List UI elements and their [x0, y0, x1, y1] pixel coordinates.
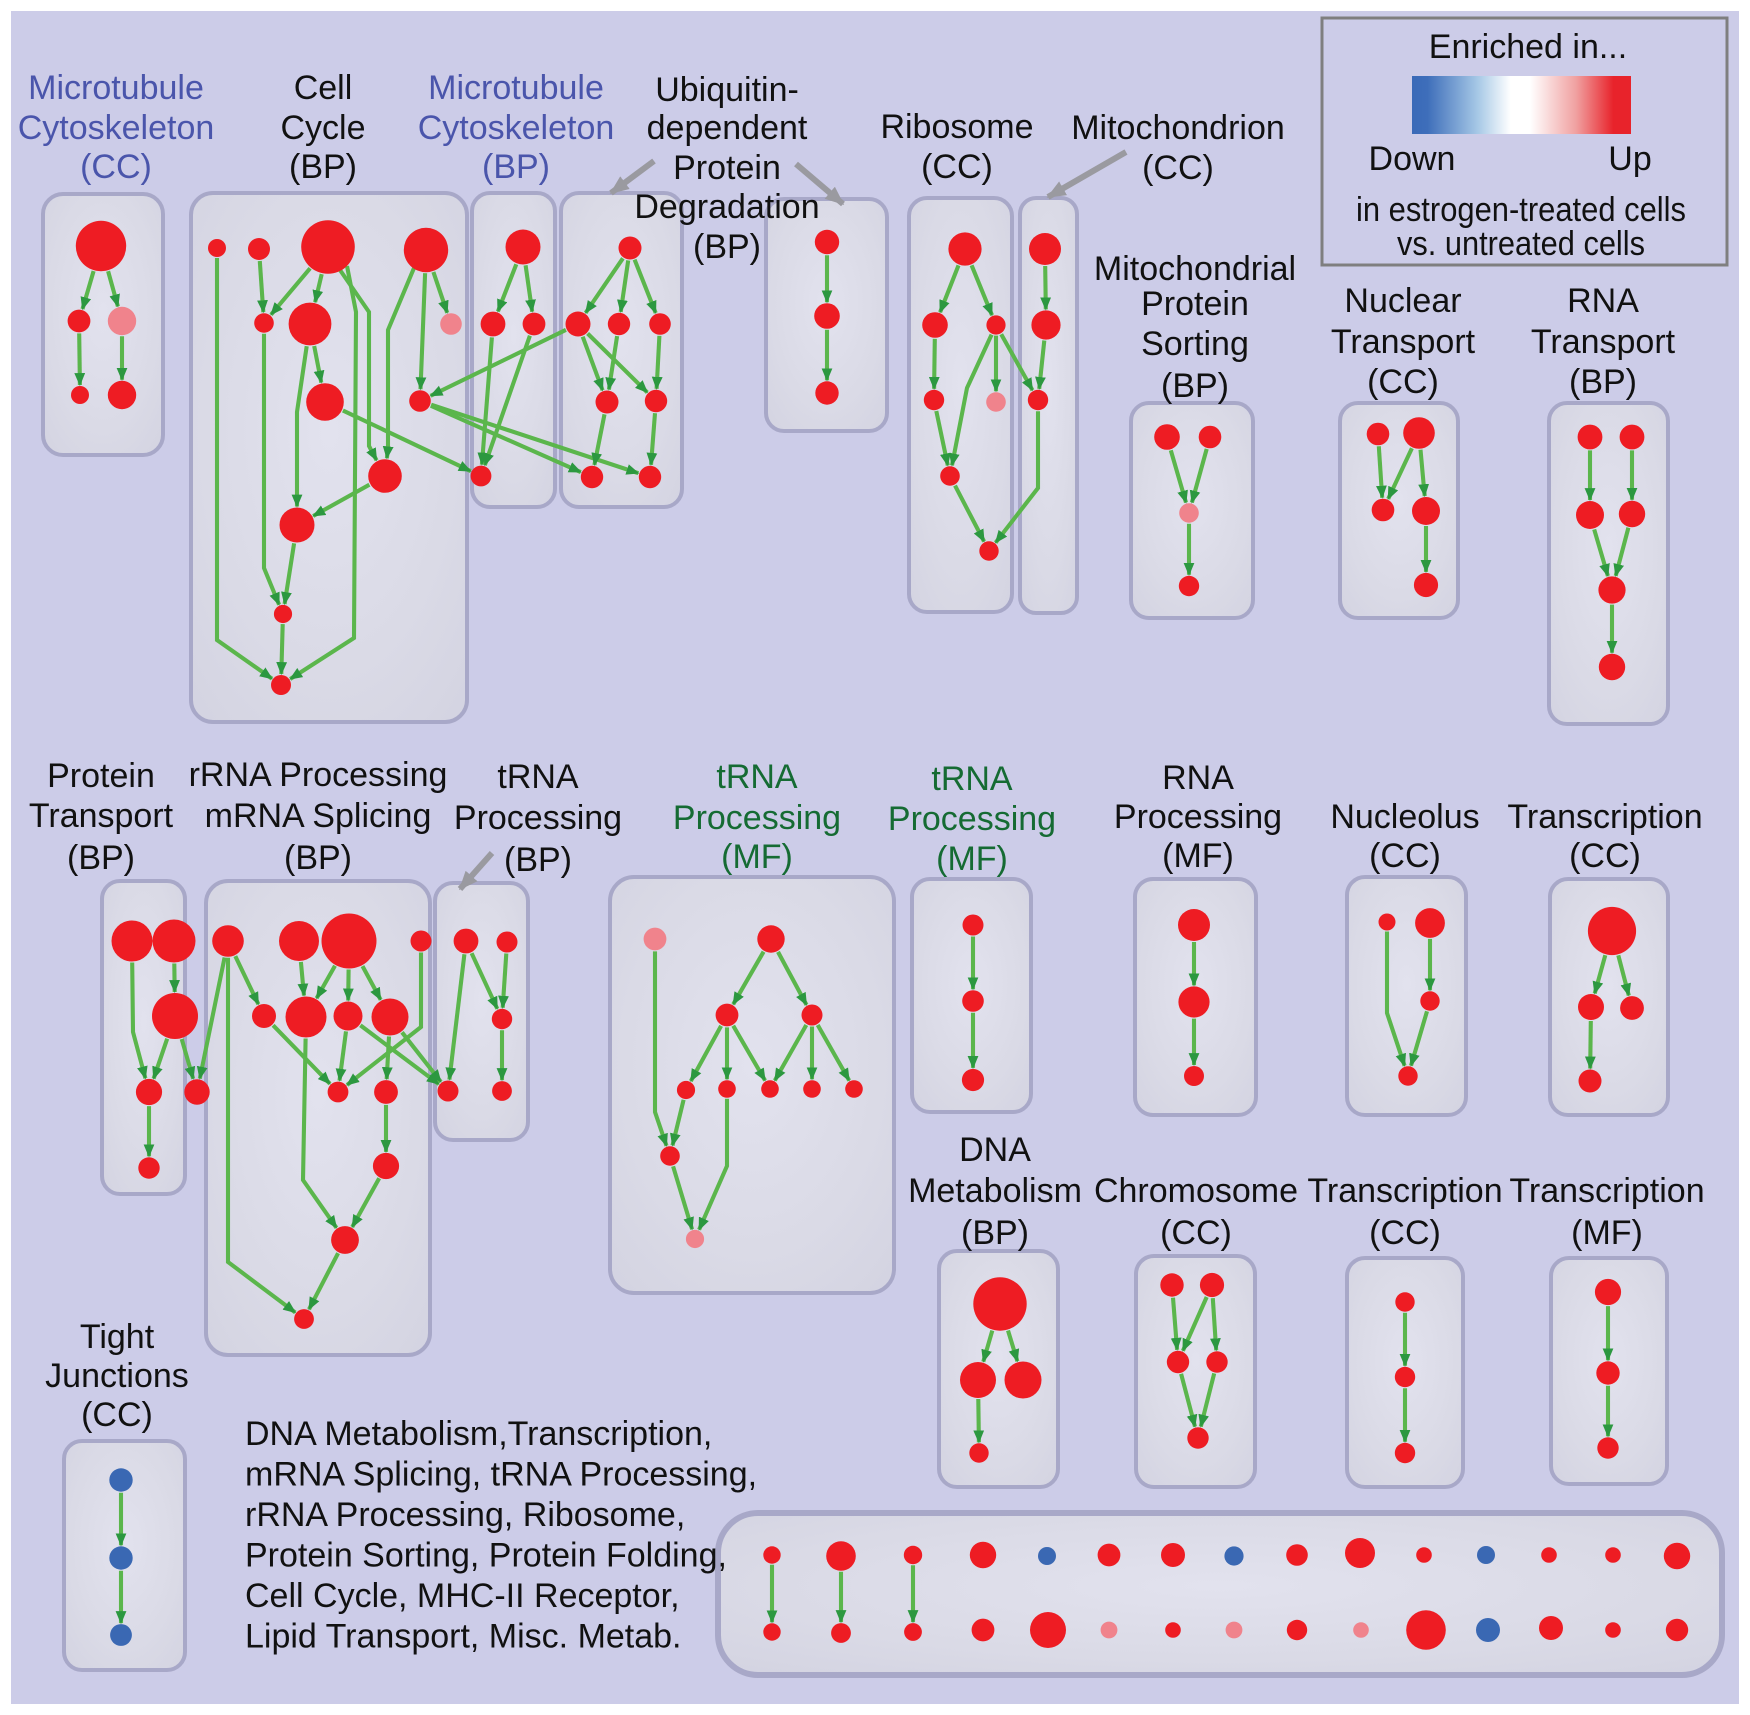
svg-text:(CC): (CC)	[1369, 837, 1441, 875]
svg-text:Lipid Transport, Misc. Metab.: Lipid Transport, Misc. Metab.	[245, 1618, 682, 1656]
svg-text:(MF): (MF)	[721, 838, 793, 876]
svg-text:Ribosome: Ribosome	[880, 108, 1033, 146]
svg-text:Transcription: Transcription	[1509, 1172, 1704, 1210]
svg-text:Cytoskeleton: Cytoskeleton	[18, 109, 215, 147]
svg-text:Microtubule: Microtubule	[28, 69, 204, 107]
svg-text:(BP): (BP)	[504, 841, 572, 879]
svg-text:(CC): (CC)	[81, 1396, 153, 1434]
svg-text:(CC): (CC)	[1142, 149, 1214, 187]
svg-text:dependent: dependent	[647, 109, 808, 147]
svg-text:tRNA: tRNA	[716, 758, 798, 796]
svg-text:Transport: Transport	[1531, 323, 1676, 361]
svg-text:Degradation: Degradation	[634, 188, 819, 226]
svg-text:rRNA Processing, Ribosome,: rRNA Processing, Ribosome,	[245, 1496, 685, 1534]
svg-text:Nuclear: Nuclear	[1344, 282, 1461, 320]
svg-text:(CC): (CC)	[1569, 837, 1641, 875]
svg-text:Chromosome: Chromosome	[1094, 1172, 1298, 1210]
svg-text:Nucleolus: Nucleolus	[1330, 798, 1479, 836]
svg-text:Cell: Cell	[294, 69, 353, 107]
svg-text:Ubiquitin-: Ubiquitin-	[655, 71, 799, 109]
svg-text:mRNA Splicing: mRNA Splicing	[205, 797, 432, 835]
svg-text:(CC): (CC)	[921, 148, 993, 186]
svg-text:in estrogen-treated cells: in estrogen-treated cells	[1356, 191, 1686, 229]
svg-text:rRNA Processing: rRNA Processing	[189, 756, 448, 794]
svg-text:Microtubule: Microtubule	[428, 69, 604, 107]
svg-text:Junctions: Junctions	[45, 1357, 189, 1395]
svg-text:Protein: Protein	[1141, 285, 1249, 323]
svg-text:tRNA: tRNA	[497, 758, 579, 796]
svg-text:(CC): (CC)	[1367, 363, 1439, 401]
svg-text:(BP): (BP)	[693, 228, 761, 266]
svg-text:Up: Up	[1608, 140, 1651, 178]
svg-text:Transport: Transport	[1331, 323, 1476, 361]
svg-text:DNA Metabolism,Transcription,: DNA Metabolism,Transcription,	[245, 1415, 712, 1453]
svg-text:(BP): (BP)	[482, 148, 550, 186]
svg-text:vs. untreated cells: vs. untreated cells	[1397, 225, 1645, 263]
svg-text:Cytoskeleton: Cytoskeleton	[418, 109, 615, 147]
svg-text:Protein: Protein	[673, 149, 781, 187]
svg-text:Cycle: Cycle	[280, 109, 365, 147]
svg-text:(MF): (MF)	[936, 840, 1008, 878]
svg-text:Protein Sorting, Protein Foldi: Protein Sorting, Protein Folding,	[245, 1537, 727, 1575]
svg-text:Sorting: Sorting	[1141, 325, 1249, 363]
svg-text:(CC): (CC)	[1369, 1214, 1441, 1252]
svg-text:Processing: Processing	[888, 800, 1056, 838]
svg-text:DNA: DNA	[959, 1131, 1031, 1169]
svg-text:Transcription: Transcription	[1307, 1172, 1502, 1210]
svg-text:RNA: RNA	[1567, 282, 1639, 320]
svg-text:Mitochondrion: Mitochondrion	[1071, 109, 1285, 147]
svg-text:Cell Cycle, MHC-II Receptor,: Cell Cycle, MHC-II Receptor,	[245, 1577, 680, 1615]
svg-text:(MF): (MF)	[1162, 837, 1234, 875]
svg-text:(BP): (BP)	[289, 148, 357, 186]
svg-text:Processing: Processing	[673, 799, 841, 837]
svg-text:Metabolism: Metabolism	[908, 1172, 1082, 1210]
svg-text:Enriched in...: Enriched in...	[1429, 28, 1627, 66]
svg-text:Tight: Tight	[80, 1318, 155, 1356]
svg-text:Transcription: Transcription	[1507, 798, 1702, 836]
svg-text:(CC): (CC)	[80, 148, 152, 186]
svg-text:RNA: RNA	[1162, 759, 1234, 797]
svg-text:mRNA Splicing, tRNA Processing: mRNA Splicing, tRNA Processing,	[245, 1456, 757, 1494]
svg-text:(CC): (CC)	[1160, 1214, 1232, 1252]
svg-text:Transport: Transport	[29, 797, 174, 835]
svg-text:Protein: Protein	[47, 757, 155, 795]
svg-text:(BP): (BP)	[961, 1214, 1029, 1252]
svg-text:(BP): (BP)	[1569, 363, 1637, 401]
svg-text:Mitochondrial: Mitochondrial	[1094, 250, 1296, 288]
svg-text:(BP): (BP)	[67, 839, 135, 877]
svg-text:Processing: Processing	[1114, 798, 1282, 836]
svg-text:(MF): (MF)	[1571, 1214, 1643, 1252]
svg-text:(BP): (BP)	[1161, 367, 1229, 405]
svg-text:Processing: Processing	[454, 799, 622, 837]
svg-text:Down: Down	[1369, 140, 1456, 178]
svg-text:(BP): (BP)	[284, 839, 352, 877]
svg-text:tRNA: tRNA	[931, 760, 1013, 798]
